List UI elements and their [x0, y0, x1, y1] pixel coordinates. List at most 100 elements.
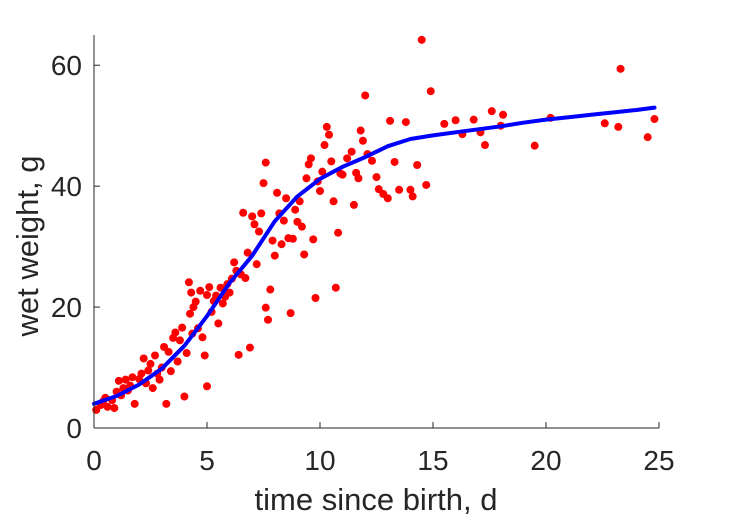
x-tick-label: 20 [530, 445, 561, 476]
scatter-point [164, 347, 173, 356]
scatter-point [422, 180, 431, 189]
scatter-point [329, 197, 338, 206]
scatter-point [383, 194, 392, 203]
scatter-point [171, 328, 180, 337]
scatter-point [173, 357, 182, 366]
scatter-point [386, 116, 395, 125]
scatter-point [367, 156, 376, 165]
scatter-point [616, 64, 625, 73]
scatter-point [241, 274, 250, 283]
x-axis: 0 5 10 15 20 25 [86, 422, 675, 476]
scatter-point [311, 294, 320, 303]
scatter-point [643, 133, 652, 142]
scatter-point [406, 185, 415, 194]
scatter-point [146, 359, 155, 368]
scatter-point [203, 290, 211, 299]
scatter-point [103, 402, 112, 411]
x-tick-label: 5 [199, 445, 215, 476]
scatter-point [110, 404, 119, 413]
scatter-point [254, 227, 263, 236]
scatter-point [349, 200, 358, 209]
scatter-point [130, 399, 139, 408]
scatter-point [322, 122, 331, 131]
scatter-point [401, 118, 410, 127]
scatter-point [198, 333, 207, 342]
scatter-point [234, 350, 243, 359]
scatter-point [440, 119, 449, 128]
scatter-point [128, 373, 137, 382]
fit-curve [92, 105, 657, 406]
scatter-point [184, 278, 193, 287]
scatter-point [300, 250, 309, 259]
scatter-point [343, 154, 352, 163]
scatter-point [487, 107, 496, 116]
scatter-point [318, 167, 327, 176]
scatter-point [413, 160, 422, 169]
scatter-point [139, 354, 148, 363]
scatter-point [266, 285, 275, 294]
scatter-point [372, 173, 381, 182]
scatter-point [257, 209, 266, 218]
scatter-point [273, 188, 282, 197]
scatter-point [245, 343, 254, 352]
scatter-series [92, 35, 659, 414]
scatter-point [264, 315, 273, 324]
x-tick-label: 25 [643, 445, 674, 476]
scatter-point [297, 222, 306, 231]
scatter-point [279, 216, 288, 225]
scatter-point [155, 375, 164, 384]
scatter-point [469, 115, 478, 124]
scatter-point [361, 91, 370, 100]
scatter-point [282, 194, 291, 203]
scatter-point [243, 248, 252, 257]
scatter-point [214, 319, 223, 328]
x-axis-label: time since birth, d [255, 482, 498, 517]
scatter-point [180, 392, 189, 401]
scatter-point [614, 122, 623, 131]
scatter-point [187, 288, 196, 297]
scatter-point [218, 299, 227, 308]
x-tick-label: 15 [417, 445, 448, 476]
scatter-point [408, 192, 417, 201]
y-axis-label: wet weight, g [10, 156, 45, 338]
scatter-point [277, 240, 286, 249]
scatter-point [248, 212, 257, 221]
scatter-point [137, 369, 146, 378]
scatter-point [175, 336, 184, 345]
scatter-point [331, 283, 340, 292]
scatter-point [148, 384, 157, 393]
scatter-point [334, 228, 343, 237]
y-tick-label: 40 [51, 171, 82, 202]
scatter-point [268, 236, 277, 245]
scatter-point [304, 160, 313, 169]
scatter-point [295, 197, 304, 206]
scatter-point [144, 366, 153, 375]
scatter-point [302, 174, 311, 183]
scatter-point [225, 288, 234, 297]
scatter-point [650, 115, 659, 124]
scatter-point [390, 157, 399, 166]
scatter-point [451, 116, 460, 125]
scatter-point [205, 283, 214, 292]
scatter-point [286, 309, 295, 318]
scatter-point [395, 185, 404, 194]
scatter-point [259, 179, 268, 188]
scatter-point [288, 234, 297, 243]
scatter-point [191, 297, 200, 306]
scatter-point [239, 208, 248, 217]
scatter-point [151, 351, 160, 360]
scatter-point [499, 110, 508, 119]
scatter-point [316, 186, 324, 195]
scatter-point [480, 141, 489, 150]
scatter-point [252, 260, 261, 269]
plot-area [92, 35, 659, 414]
scatter-point [338, 170, 347, 179]
scatter-point [261, 303, 270, 312]
scatter-point [261, 158, 270, 167]
scatter-point [309, 235, 318, 244]
scatter-point [358, 136, 367, 145]
scatter-point [270, 251, 279, 260]
scatter-point [250, 220, 259, 229]
